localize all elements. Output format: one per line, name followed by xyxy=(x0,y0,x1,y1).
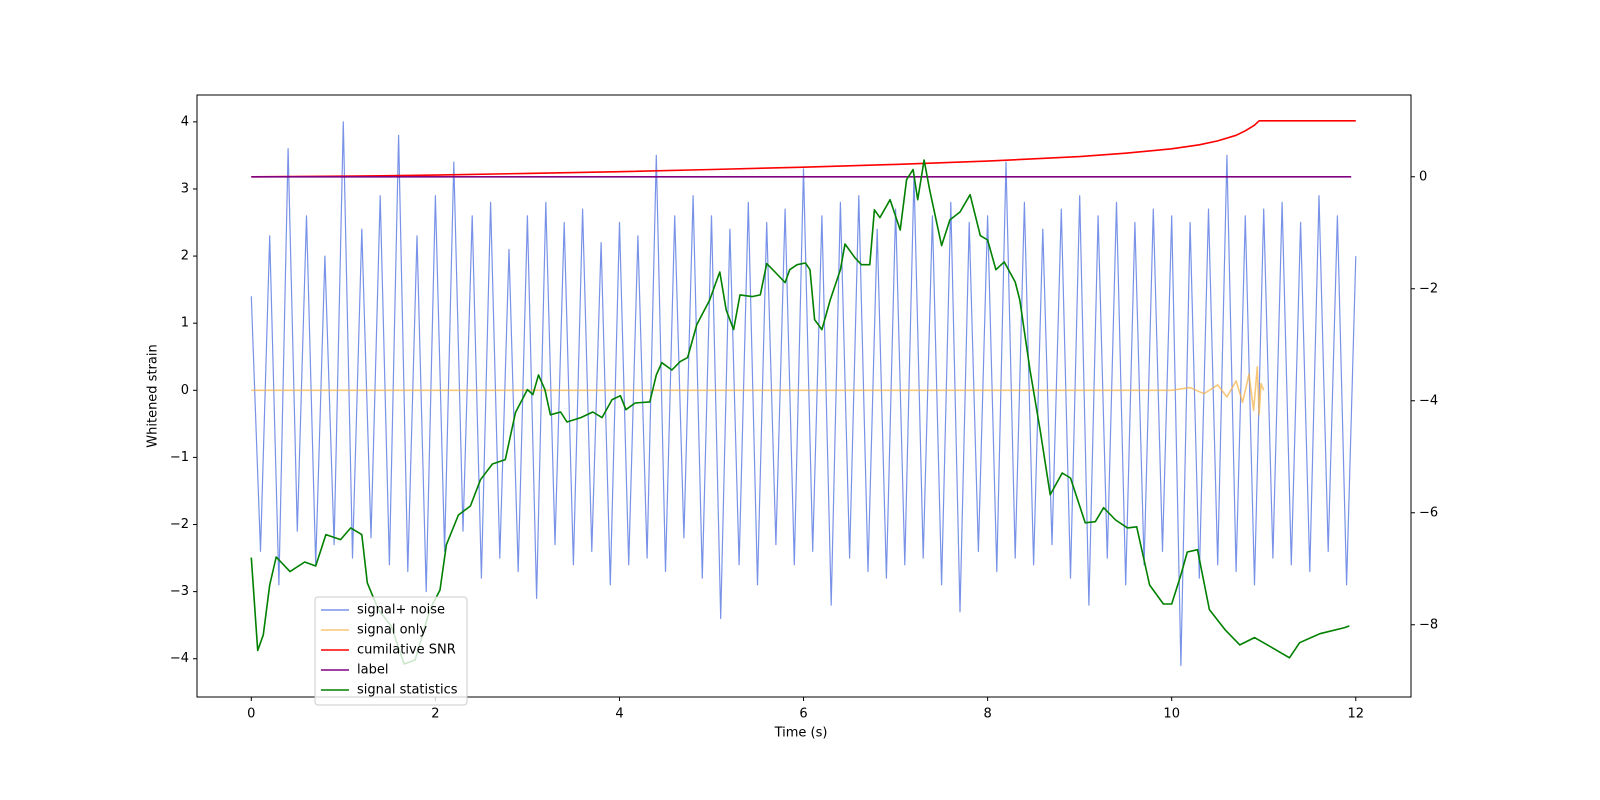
y2-tick-label: −4 xyxy=(1419,393,1438,408)
legend-box xyxy=(314,596,468,706)
plot-area xyxy=(250,120,1357,667)
series-line xyxy=(250,121,1357,667)
x-tick-label: 10 xyxy=(1163,707,1180,722)
y-tick-label: 4 xyxy=(181,114,189,129)
x-tick-label: 6 xyxy=(799,707,807,722)
series-line xyxy=(250,159,1350,665)
y2-tick-label: −2 xyxy=(1419,281,1438,296)
x-tick-label: 4 xyxy=(615,707,623,722)
series-line xyxy=(251,366,1265,416)
y-tick-label: 0 xyxy=(181,383,189,398)
x-tick-label: 2 xyxy=(431,707,439,722)
y-tick-label: 2 xyxy=(181,249,189,264)
legend-label: signal+ noise xyxy=(357,603,445,618)
y-axis-label: Whitened strain xyxy=(146,344,161,447)
y-tick-label: 3 xyxy=(181,181,189,196)
y2-tick-label: −8 xyxy=(1419,617,1438,632)
y-tick-label: −2 xyxy=(170,517,189,532)
x-tick-label: 12 xyxy=(1348,707,1365,722)
y-tick-label: −4 xyxy=(170,651,189,666)
y-tick-label: −1 xyxy=(170,450,189,465)
legend-label: signal only xyxy=(357,623,427,638)
legend-label: signal statistics xyxy=(357,683,458,698)
legend-label: label xyxy=(357,663,388,678)
y-tick-label: 1 xyxy=(181,316,189,331)
y2-tick-label: −6 xyxy=(1419,505,1438,520)
x-axis-label: Time (s) xyxy=(774,726,828,741)
legend-label: cumilative SNR xyxy=(357,643,456,658)
x-tick-label: 8 xyxy=(983,707,991,722)
y-tick-label: −3 xyxy=(170,584,189,599)
axes-frame xyxy=(196,94,1412,698)
x-tick-label: 0 xyxy=(247,707,255,722)
y2-tick-label: 0 xyxy=(1419,169,1427,184)
series-line xyxy=(251,120,1356,178)
